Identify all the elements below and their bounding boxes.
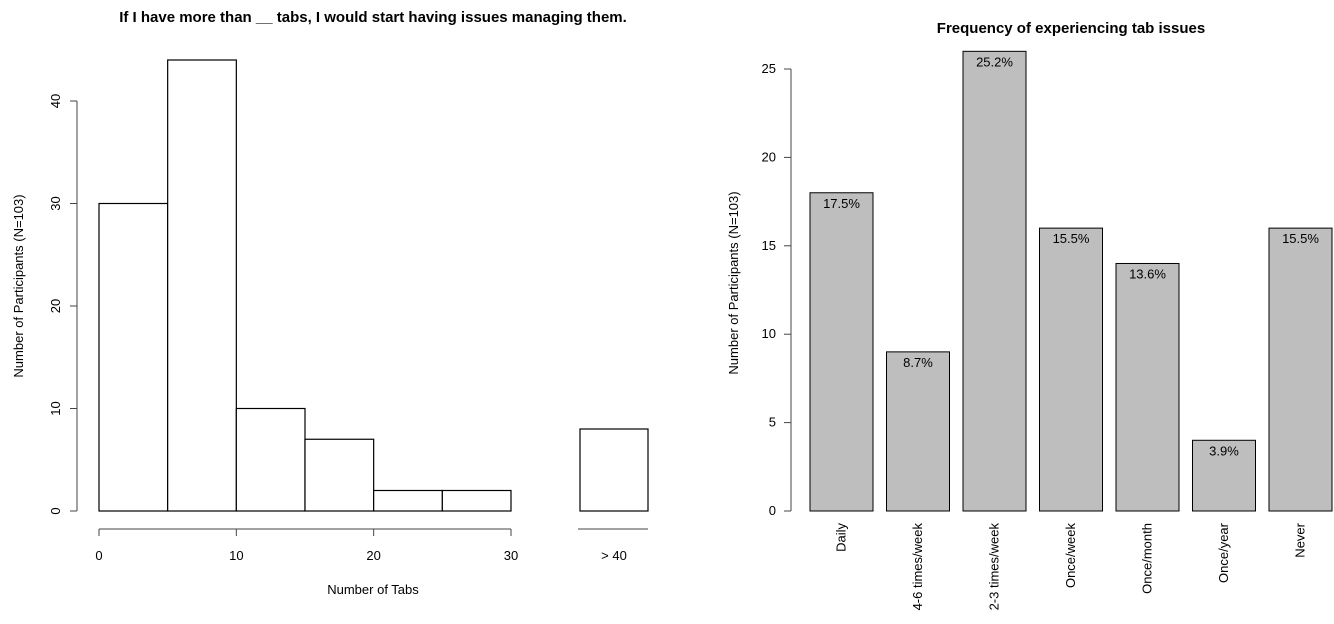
x-tick-label: 30 bbox=[504, 548, 518, 563]
data-label: 3.9% bbox=[1209, 443, 1239, 458]
category-label: Once/month bbox=[1140, 523, 1155, 594]
histogram-bar bbox=[304, 438, 375, 512]
histogram-bars bbox=[98, 59, 649, 512]
frequency-bar bbox=[1115, 262, 1180, 512]
data-label: 17.5% bbox=[823, 196, 860, 211]
y-tick-label: 5 bbox=[769, 415, 776, 430]
x-tick-label: 20 bbox=[366, 548, 380, 563]
histogram-bar bbox=[373, 489, 443, 512]
bar-chart-ylabel: Number of Participants (N=103) bbox=[726, 191, 741, 374]
data-label: 8.7% bbox=[903, 355, 933, 370]
y-tick-label: 30 bbox=[48, 196, 63, 210]
frequency-bar bbox=[1268, 227, 1333, 512]
frequency-bar-chart: Frequency of experiencing tab issues Num… bbox=[726, 20, 1333, 610]
bar-chart-title: Frequency of experiencing tab issues bbox=[937, 20, 1205, 37]
frequency-bar bbox=[1192, 439, 1256, 512]
histogram-title: If I have more than __ tabs, I would sta… bbox=[119, 9, 627, 26]
frequency-bar bbox=[809, 192, 874, 512]
histogram-bar bbox=[167, 59, 237, 512]
y-tick-label: 15 bbox=[762, 238, 776, 253]
y-tick-label: 0 bbox=[769, 503, 776, 518]
frequency-bar bbox=[962, 50, 1027, 512]
bar-chart-category-labels: Daily 4-6 times/week 2-3 times/week Once/we… bbox=[834, 522, 1308, 610]
x-tick-label: 0 bbox=[95, 548, 102, 563]
frequency-bar bbox=[1039, 227, 1103, 512]
bar-chart-y-axis: 0 5 10 15 20 25 bbox=[762, 61, 792, 518]
overflow-bin-label: > 40 bbox=[601, 548, 627, 563]
histogram-chart: If I have more than __ tabs, I would sta… bbox=[11, 9, 649, 597]
histogram-overflow-axis: > 40 bbox=[578, 528, 648, 563]
histogram-bar bbox=[98, 202, 169, 512]
category-label: 4-6 times/week bbox=[910, 523, 925, 611]
histogram-x-axis: 0 10 20 30 bbox=[95, 528, 518, 563]
histogram-y-axis: 0 10 20 30 40 bbox=[48, 94, 78, 515]
data-label: 15.5% bbox=[1282, 231, 1319, 246]
y-tick-label: 20 bbox=[762, 149, 776, 164]
data-label: 15.5% bbox=[1053, 231, 1090, 246]
category-label: 2-3 times/week bbox=[987, 523, 1002, 611]
histogram-bar bbox=[441, 489, 512, 512]
y-tick-label: 25 bbox=[762, 61, 776, 76]
category-label: Once/week bbox=[1063, 523, 1078, 589]
y-tick-label: 0 bbox=[48, 507, 63, 514]
histogram-xlabel: Number of Tabs bbox=[327, 582, 419, 597]
x-tick-label: 10 bbox=[229, 548, 243, 563]
category-label: Daily bbox=[834, 523, 849, 552]
y-tick-label: 10 bbox=[762, 326, 776, 341]
data-label: 13.6% bbox=[1129, 266, 1166, 281]
y-tick-label: 20 bbox=[48, 299, 63, 313]
category-label: Once/year bbox=[1216, 522, 1231, 583]
y-tick-label: 40 bbox=[48, 94, 63, 108]
histogram-ylabel: Number of Participants (N=103) bbox=[11, 194, 26, 377]
histogram-overflow-bar bbox=[579, 428, 649, 512]
bar-chart-bars: 17.5% 8.7% 25.2% 15.5% 13.6% 3.9% 15.5% bbox=[809, 50, 1333, 512]
data-label: 25.2% bbox=[976, 54, 1013, 69]
category-label: Never bbox=[1293, 522, 1308, 557]
histogram-bar bbox=[235, 407, 306, 512]
y-tick-label: 10 bbox=[48, 401, 63, 415]
frequency-bar bbox=[886, 351, 950, 512]
